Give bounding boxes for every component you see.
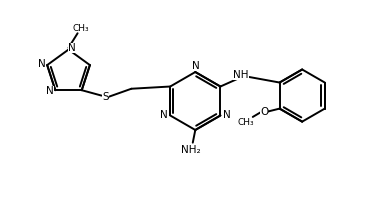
Text: N: N: [192, 61, 200, 70]
Text: S: S: [102, 92, 109, 102]
Text: CH₃: CH₃: [72, 24, 89, 33]
Text: N: N: [160, 110, 168, 120]
Text: NH: NH: [233, 70, 249, 80]
Text: N: N: [223, 110, 231, 120]
Text: N: N: [46, 86, 54, 96]
Text: N: N: [68, 43, 76, 53]
Text: O: O: [260, 107, 269, 117]
Text: NH₂: NH₂: [181, 145, 201, 155]
Text: N: N: [38, 59, 46, 69]
Text: CH₃: CH₃: [237, 118, 254, 127]
